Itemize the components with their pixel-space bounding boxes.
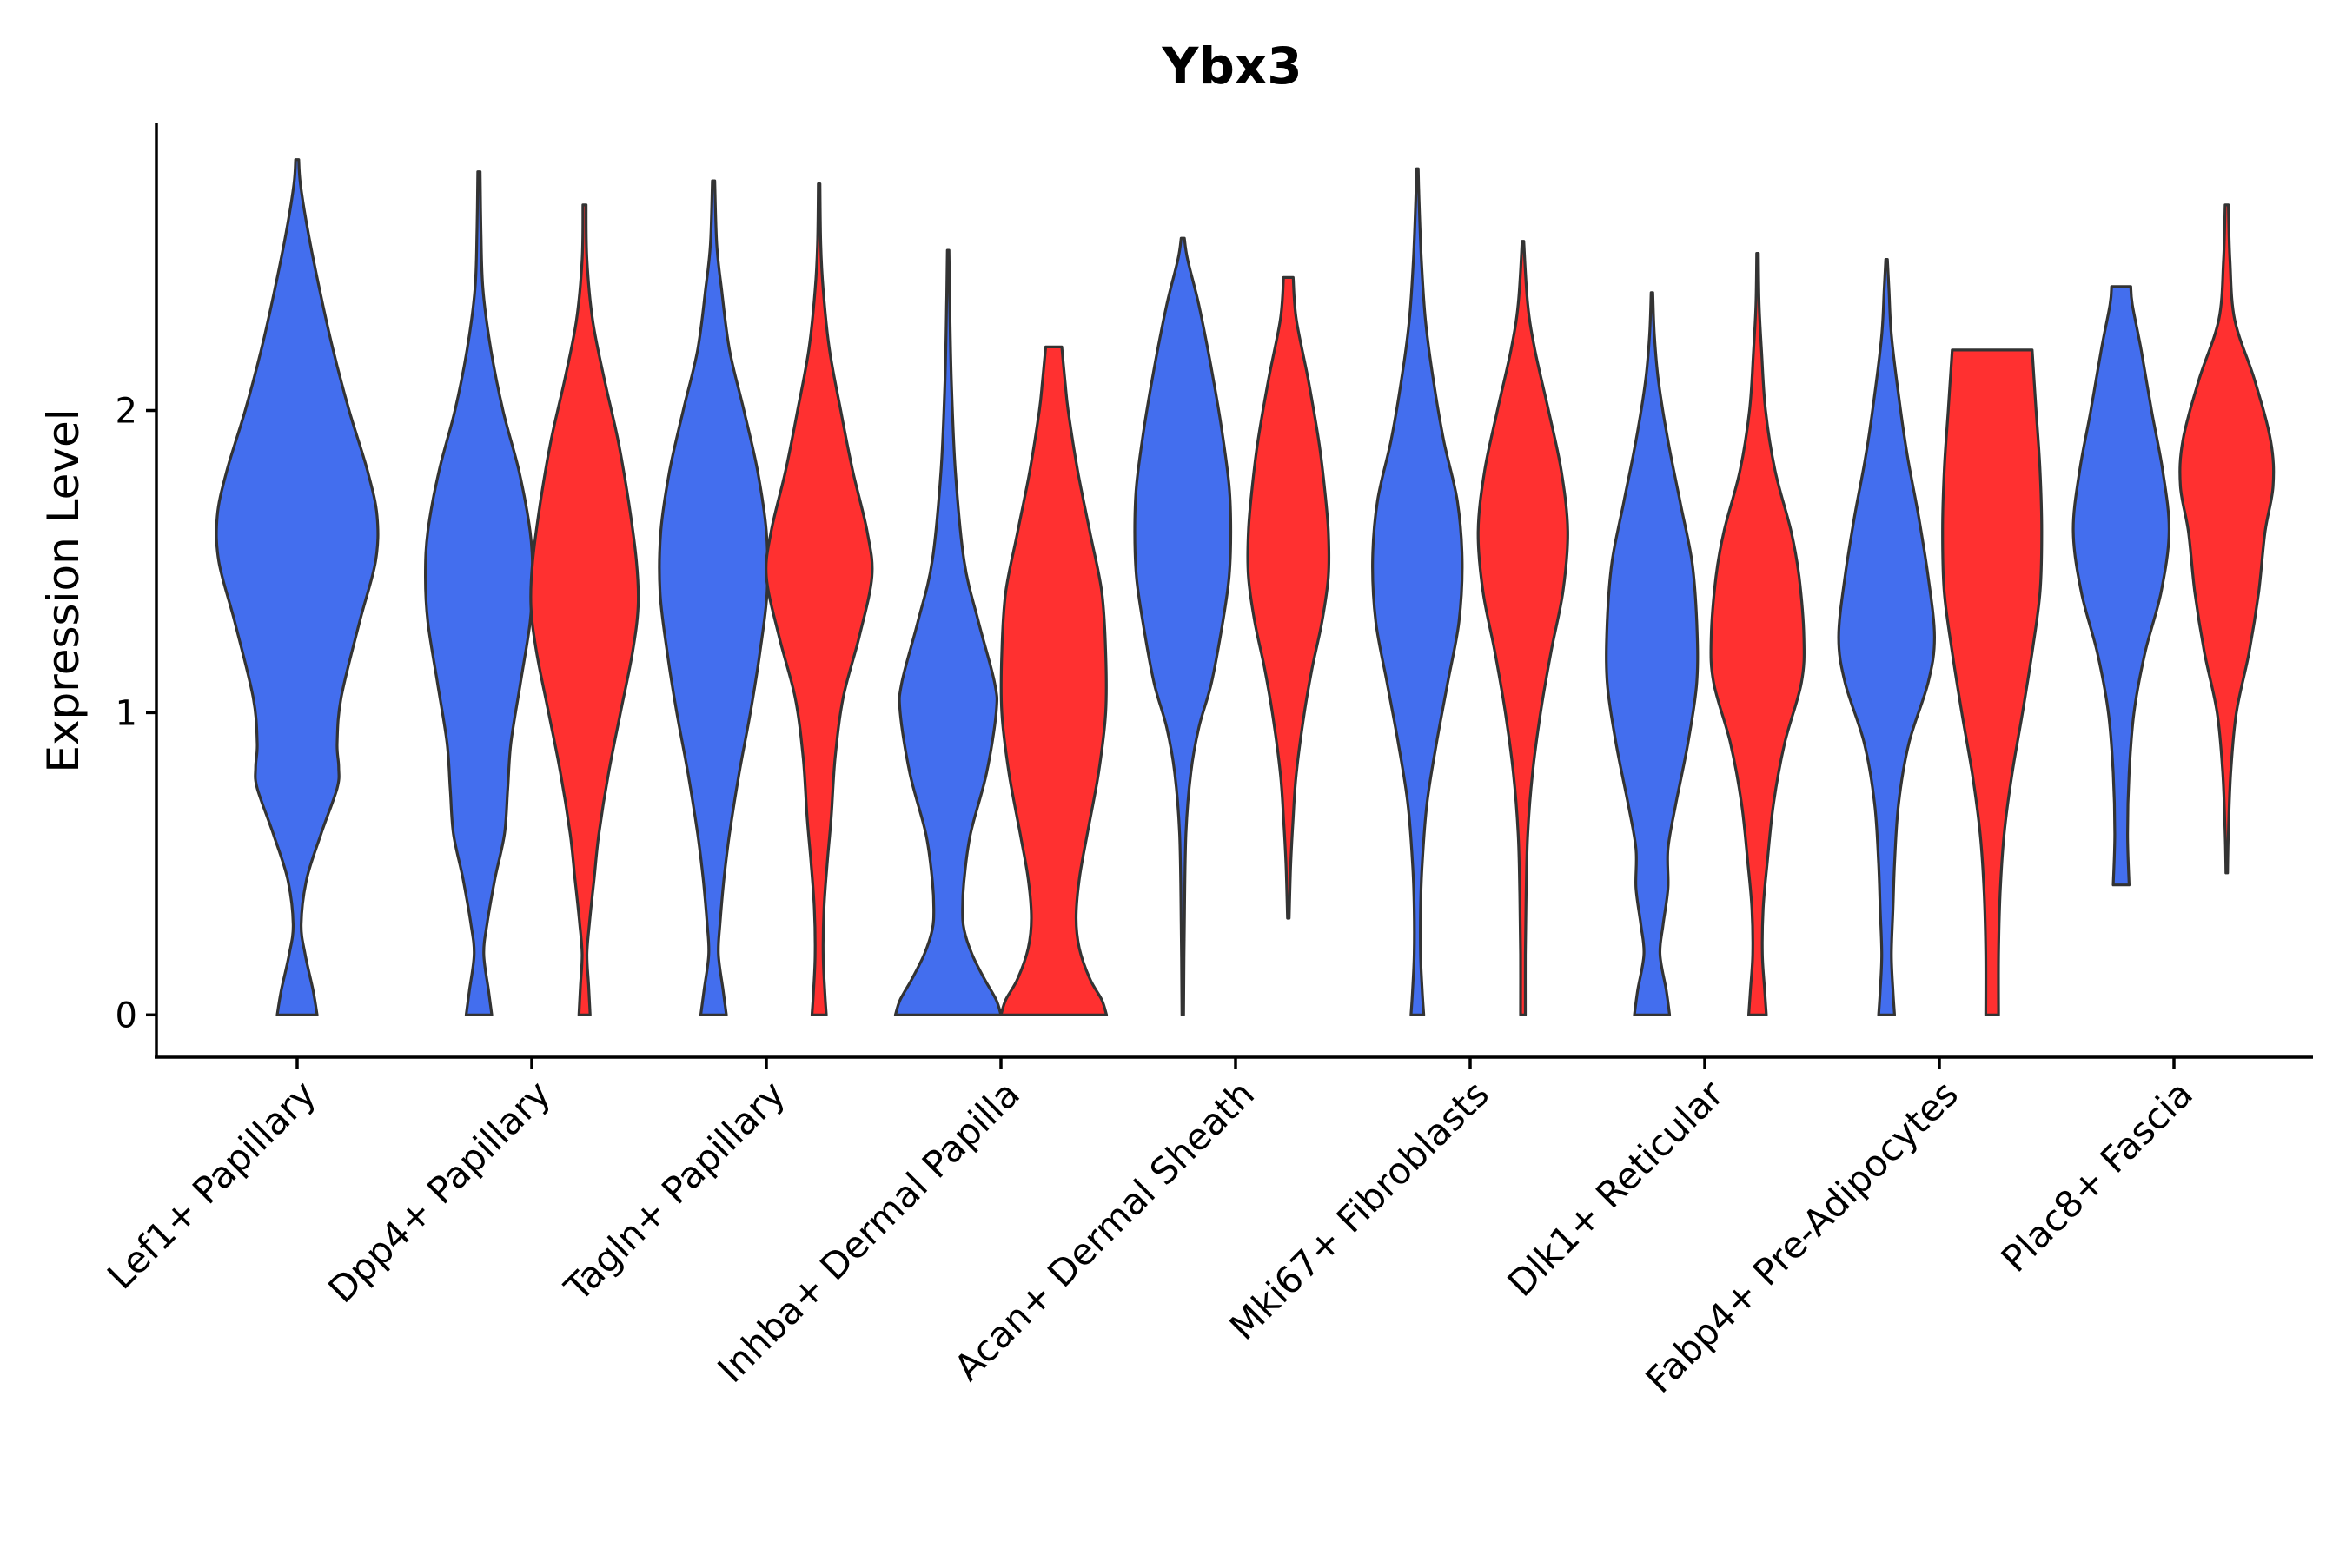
- violin-inhba-dermal-papilla-group-a: [893, 248, 1003, 1016]
- violin-dpp4-papillary-group-a: [424, 170, 534, 1016]
- x-tick-label-plac8-fascia: Plac8+ Fascia: [1993, 1072, 2201, 1280]
- violin-tagln-papillary-group-a: [658, 179, 770, 1016]
- x-tick-label-mki67-fibroblasts: Mki67+ Fibroblasts: [1222, 1072, 1497, 1347]
- violin-dpp4-papillary-group-b: [529, 203, 640, 1016]
- x-tick-label-dpp4-papillary: Dpp4+ Papillary: [320, 1072, 559, 1311]
- y-tick-label-2: 2: [116, 392, 137, 432]
- violin-plac8-fascia-group-a: [2071, 285, 2171, 887]
- violin-inhba-dermal-papilla-group-b: [999, 345, 1109, 1016]
- violin-dlk1-reticular-group-b: [1709, 252, 1806, 1016]
- x-tick-label-dlk1-reticular: Dlk1+ Reticular: [1500, 1072, 1733, 1305]
- violin-tagln-papillary-group-b: [765, 182, 874, 1016]
- violin-fabp4-pre-adipocytes-group-a: [1837, 258, 1936, 1016]
- violins-layer: [215, 158, 2276, 1016]
- violin-acan-dermal-sheath-group-b: [1246, 275, 1331, 920]
- violin-fabp4-pre-adipocytes-group-b: [1941, 348, 2044, 1016]
- x-tick-label-lef1-papillary: Lef1+ Papillary: [99, 1072, 324, 1297]
- violin-acan-dermal-sheath-group-a: [1133, 236, 1233, 1016]
- violin-dlk1-reticular-group-a: [1605, 291, 1700, 1016]
- violin-lef1-papillary-group-a: [215, 158, 380, 1016]
- violin-mki67-fibroblasts-group-b: [1476, 240, 1569, 1016]
- y-axis-label: Expression Level: [38, 408, 89, 772]
- chart-title: Ybx3: [1161, 36, 1302, 96]
- violin-mki67-fibroblasts-group-a: [1371, 167, 1464, 1016]
- y-ticks: 0 1 2: [116, 392, 156, 1035]
- x-tick-label-tagln-papillary: Tagln+ Papillary: [556, 1072, 793, 1309]
- y-tick-label-0: 0: [116, 996, 137, 1035]
- violin-plac8-fascia-group-b: [2178, 203, 2276, 875]
- y-tick-label-1: 1: [116, 693, 137, 733]
